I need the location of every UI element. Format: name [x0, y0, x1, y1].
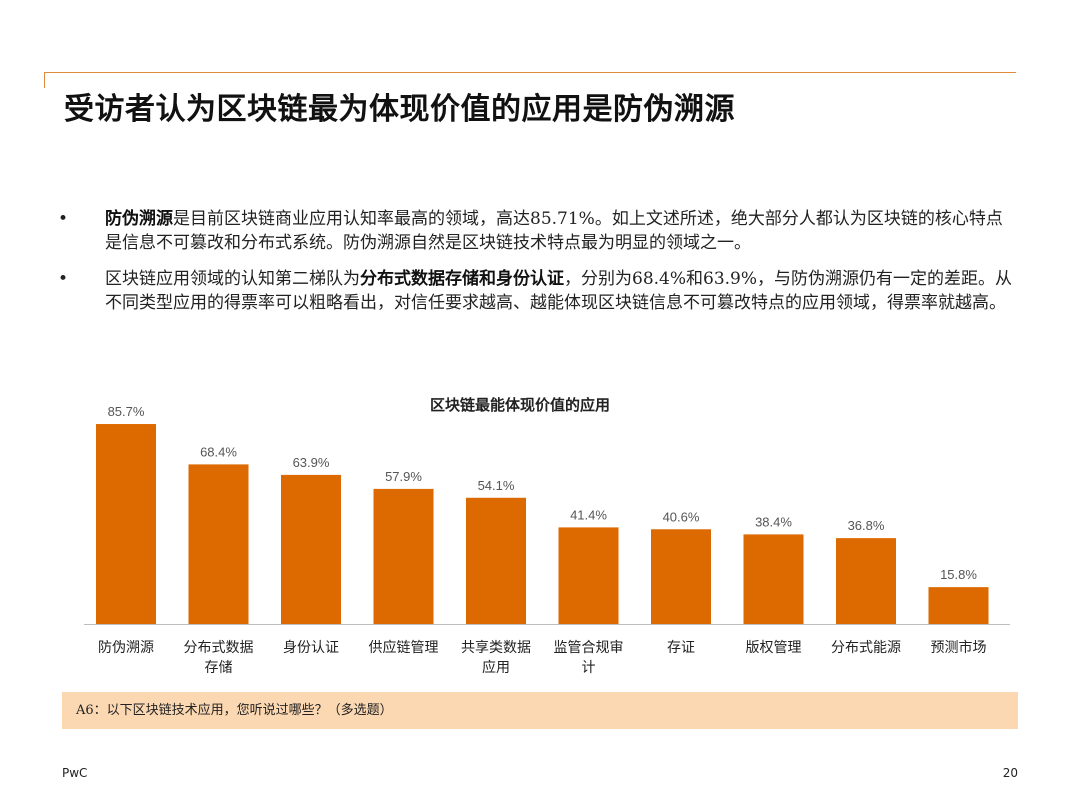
category-label-7: 存证	[667, 640, 695, 656]
value-label-5: 54.1%	[478, 478, 515, 493]
page-number: 20	[1002, 766, 1018, 780]
bar-10	[928, 587, 989, 624]
header-rule	[44, 72, 1016, 73]
bullet-dot: •	[58, 269, 69, 289]
bullet-1-bold: 防伪溯源	[105, 209, 173, 229]
bar-7	[651, 529, 711, 624]
bullet-1-post: 是目前区块链商业应用认知率最高的领域，高达85.71%。如上文述所述，绝大部分人…	[105, 209, 1003, 253]
chart-canvas: 85.7% 防伪溯源 68.4% 分布式数据存储 63.9% 身份认证 57.9% 供应链管理…	[84, 404, 1010, 676]
value-label-10: 15.8%	[940, 567, 977, 582]
bar-1	[96, 424, 156, 624]
bar-9	[836, 538, 896, 624]
value-label-3: 63.9%	[293, 455, 330, 470]
chart-title: 区块链最能体现价值的应用	[430, 396, 611, 414]
value-label-9: 36.8%	[848, 518, 885, 533]
bar-5	[466, 497, 526, 624]
category-label-2-line-1: 分布式数据	[184, 640, 254, 656]
bullet-item-2: • 区块链应用领域的认知第二梯队为分布式数据存储和身份认证，分别为68.4%和6…	[58, 267, 1018, 315]
bar-chart: 区块链最能体现价值的应用 85.7% 防伪溯源 68.4% 分布式数据存储 63.9% 身…	[80, 388, 1020, 688]
bar-4	[373, 488, 434, 624]
category-label-5-line-1: 共享类数据	[461, 639, 531, 656]
category-label-10: 预测市场	[931, 639, 987, 656]
value-label-1: 85.7%	[108, 404, 145, 419]
bullet-item-1: • 防伪溯源是目前区块链商业应用认知率最高的领域，高达85.71%。如上文述所述…	[58, 207, 1018, 255]
bullet-2-bold: 分布式数据存储和身份认证	[360, 269, 564, 289]
category-label-4: 供应链管理	[369, 639, 439, 656]
category-label-5-line-2: 应用	[482, 659, 510, 676]
value-label-7: 40.6%	[663, 509, 700, 524]
bar-2	[188, 464, 249, 624]
page-title: 受访者认为区块链最为体现价值的应用是防伪溯源	[64, 92, 735, 127]
value-label-2: 68.4%	[200, 444, 237, 459]
bullet-dot: •	[58, 209, 69, 229]
category-label-6-line-1: 监管合规审	[554, 640, 624, 656]
bullet-2-post: ，分别为68.4%和63.9%，与防伪溯源仍有一定的差距。从不同类型应用的得票率…	[105, 269, 1013, 313]
category-label-3: 身份认证	[283, 640, 339, 656]
footer-brand: PwC	[62, 766, 88, 780]
value-label-8: 38.4%	[755, 514, 792, 529]
category-label-8: 版权管理	[746, 640, 802, 656]
bar-3	[281, 474, 341, 624]
category-label-9: 分布式能源	[831, 640, 901, 656]
value-label-6: 41.4%	[570, 507, 607, 522]
category-label-1: 防伪溯源	[98, 640, 154, 656]
survey-question-note: A6：以下区块链技术应用，您听说过哪些？（多选题）	[62, 692, 1018, 729]
value-label-4: 57.9%	[385, 469, 422, 484]
category-label-2-line-2: 存储	[205, 660, 233, 676]
bullet-2-pre: 区块链应用领域的认知第二梯队为	[105, 269, 360, 289]
bullet-list: • 防伪溯源是目前区块链商业应用认知率最高的领域，高达85.71%。如上文述所述…	[58, 207, 1018, 327]
category-label-6-line-2: 计	[582, 660, 596, 676]
header-rule-corner	[44, 72, 45, 88]
bar-8	[743, 534, 804, 624]
bar-6	[558, 527, 619, 624]
